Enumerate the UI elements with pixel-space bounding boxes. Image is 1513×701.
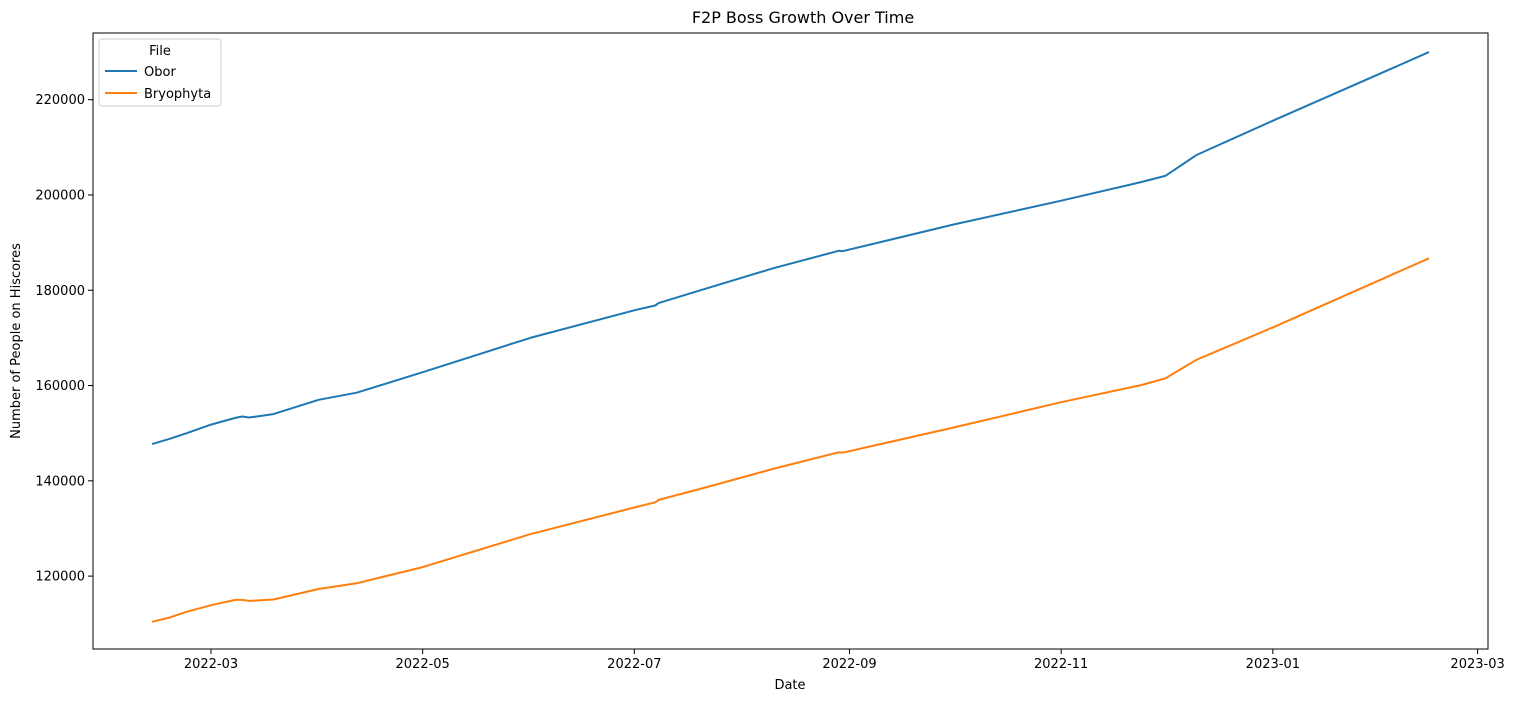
- x-axis-label: Date: [774, 678, 805, 693]
- x-axis: 2022-03 2022-05 2022-07 2022-09 2022-11 2023-…: [184, 649, 1505, 672]
- y-axis-label: Number of People on Hiscores: [9, 243, 24, 439]
- legend-title: File: [149, 44, 171, 59]
- x-tick-label: 2022-03: [184, 657, 238, 672]
- legend: File Obor Bryophyta: [98, 38, 222, 107]
- x-tick-label: 2022-09: [822, 657, 876, 672]
- y-tick-label: 140000: [35, 474, 85, 489]
- chart-title: F2P Boss Growth Over Time: [692, 8, 914, 27]
- y-tick-label: 200000: [35, 188, 85, 203]
- legend-box: [98, 38, 222, 107]
- x-tick-label: 2023-03: [1450, 657, 1504, 672]
- x-tick-label: 2022-11: [1034, 657, 1088, 672]
- y-tick-label: 220000: [35, 93, 85, 108]
- y-tick-label: 160000: [35, 379, 85, 394]
- plot-area: [92, 32, 1489, 650]
- y-axis: 120000 140000 160000 180000 200000 220000: [35, 93, 93, 585]
- x-tick-label: 2022-07: [607, 657, 661, 672]
- y-tick-label: 180000: [35, 284, 85, 299]
- x-tick-label: 2022-05: [396, 657, 450, 672]
- y-tick-label: 120000: [35, 570, 85, 585]
- series-line-obor: [151, 51, 1430, 446]
- x-tick-label: 2023-01: [1246, 657, 1300, 672]
- legend-label-bryophyta: Bryophyta: [144, 87, 211, 102]
- series-line-bryophyta: [151, 257, 1430, 623]
- series-layer: [151, 51, 1430, 623]
- legend-label-obor: Obor: [144, 65, 176, 80]
